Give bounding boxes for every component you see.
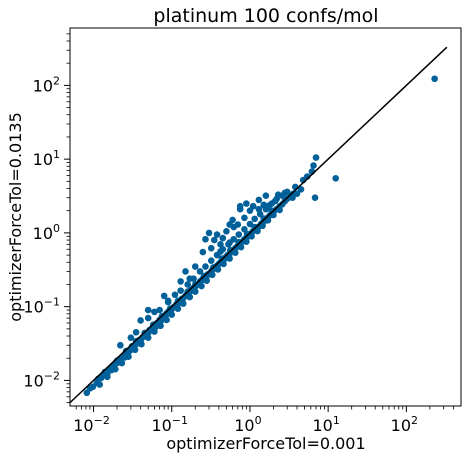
x-axis-label: optimizerForceTol=0.001 (166, 434, 365, 453)
data-point (256, 206, 263, 213)
y-tick-label: 100 (33, 222, 60, 243)
data-point (151, 309, 158, 316)
data-point (282, 189, 289, 196)
data-point (310, 162, 317, 169)
data-point (208, 257, 215, 264)
data-point (133, 329, 140, 336)
data-point (151, 328, 158, 335)
x-tick-label: 101 (312, 414, 339, 435)
data-point (132, 347, 139, 354)
data-point (128, 334, 135, 341)
data-point (237, 203, 244, 210)
data-point (192, 288, 199, 295)
data-point (217, 241, 224, 248)
data-point (209, 272, 216, 279)
y-tick-label: 10−2 (23, 369, 60, 390)
data-point (256, 197, 263, 204)
data-point (177, 278, 184, 285)
data-point (250, 203, 257, 210)
data-point (96, 381, 103, 388)
data-point (243, 200, 250, 207)
data-point (198, 283, 205, 290)
data-point (157, 323, 164, 330)
data-point (272, 198, 279, 205)
data-point (431, 75, 438, 82)
data-point (251, 216, 258, 223)
x-tick-label: 100 (234, 414, 261, 435)
data-point (214, 231, 221, 238)
data-point (223, 228, 230, 235)
data-point (217, 248, 224, 255)
data-point (247, 221, 254, 228)
data-point (168, 311, 175, 318)
y-tick-label: 101 (33, 148, 60, 169)
data-point (241, 215, 248, 222)
data-point (226, 221, 233, 228)
y-tick-label: 102 (33, 74, 60, 95)
data-point (184, 281, 191, 288)
data-point (206, 230, 213, 237)
x-tick-label: 102 (391, 414, 418, 435)
data-point (312, 194, 319, 201)
data-point (197, 268, 204, 275)
data-point (175, 305, 182, 312)
data-point (202, 236, 209, 243)
data-point (172, 291, 179, 298)
data-point (186, 275, 193, 282)
data-point (137, 317, 144, 324)
x-tick-label: 10−2 (73, 414, 110, 435)
data-point (117, 342, 124, 349)
data-point (112, 366, 119, 373)
data-point (235, 231, 242, 238)
data-point (177, 287, 184, 294)
data-point (145, 315, 152, 322)
x-tick-label: 10−1 (151, 414, 188, 435)
y-axis-label: optimizerForceTol=0.0135 (6, 112, 25, 321)
reference-line-group (70, 47, 447, 402)
data-point (313, 154, 320, 161)
data-point (275, 191, 282, 198)
chart-title: platinum 100 confs/mol (153, 5, 378, 27)
data-point (226, 239, 233, 246)
y-tick-label: 10−1 (23, 296, 60, 317)
data-points (84, 75, 438, 396)
data-point (220, 235, 227, 242)
data-point (192, 263, 199, 270)
data-point (263, 192, 270, 199)
data-point (161, 293, 168, 300)
data-point (202, 263, 209, 270)
data-point (182, 268, 189, 275)
data-point (226, 255, 233, 262)
data-point (332, 175, 339, 182)
data-point (241, 226, 248, 233)
data-point (200, 249, 207, 256)
reference-line (70, 47, 447, 402)
data-point (145, 307, 152, 314)
data-point (208, 245, 215, 252)
